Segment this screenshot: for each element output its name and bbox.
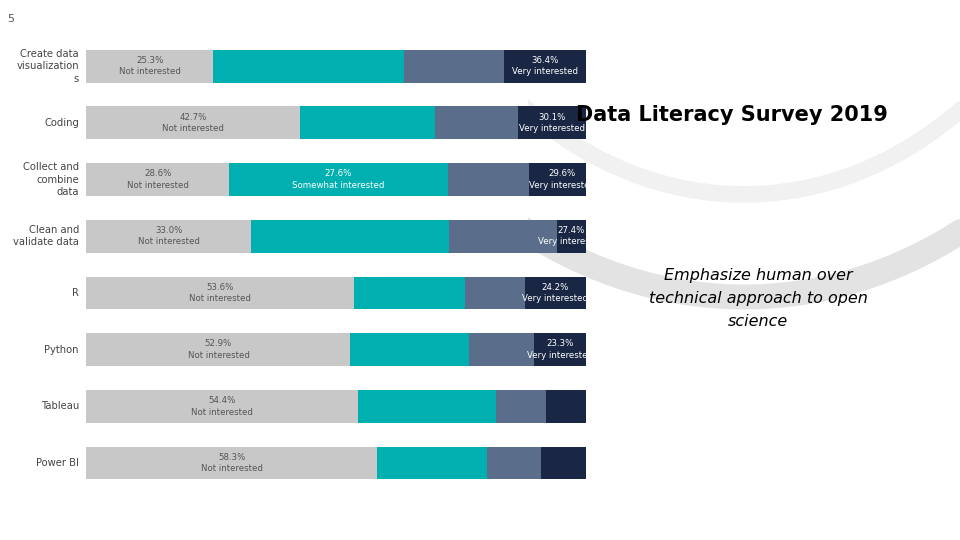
Bar (86, 390, 358, 423)
Text: 24.2%
Very interested: 24.2% Very interested (522, 283, 588, 303)
Bar (529, 163, 595, 196)
Bar (86, 447, 377, 480)
Bar (557, 220, 586, 253)
Bar (495, 390, 545, 423)
Bar (488, 447, 541, 480)
Bar (86, 50, 213, 83)
Bar (469, 333, 534, 366)
Text: 29.6%
Very interested: 29.6% Very interested (529, 170, 595, 190)
Text: California Water Boards: California Water Boards (756, 510, 936, 524)
Text: 58.3%
Not interested: 58.3% Not interested (201, 453, 263, 473)
Text: R: R (72, 288, 79, 298)
Text: 23.3%
Very interested: 23.3% Very interested (527, 340, 593, 360)
Text: Python: Python (44, 345, 79, 355)
Bar (377, 447, 488, 480)
Text: 54.4%
Not interested: 54.4% Not interested (191, 396, 253, 416)
Bar (534, 333, 586, 366)
Bar (350, 333, 469, 366)
Text: 25.3%
Not interested: 25.3% Not interested (119, 56, 180, 76)
Bar (86, 333, 350, 366)
Bar (300, 106, 435, 139)
Bar (449, 220, 557, 253)
Text: Collect and
combine
data: Collect and combine data (23, 162, 79, 197)
Text: Create data
visualization
s: Create data visualization s (16, 49, 79, 84)
Bar (541, 447, 587, 480)
Bar (447, 163, 529, 196)
Text: 5: 5 (7, 14, 13, 24)
Bar (358, 390, 495, 423)
Text: 53.6%
Not interested: 53.6% Not interested (189, 283, 252, 303)
Bar (86, 106, 300, 139)
Bar (213, 50, 404, 83)
Bar (435, 106, 517, 139)
Text: 28.6%
Not interested: 28.6% Not interested (127, 170, 189, 190)
Text: Clean and
validate data: Clean and validate data (13, 225, 79, 247)
Text: 27.6%
Somewhat interested: 27.6% Somewhat interested (292, 170, 385, 190)
Text: 30.1%
Very interested: 30.1% Very interested (518, 113, 585, 133)
Text: Coding: Coding (44, 118, 79, 128)
Text: 33.0%
Not interested: 33.0% Not interested (138, 226, 200, 246)
Text: Data Literacy Survey 2019: Data Literacy Survey 2019 (576, 105, 888, 125)
Text: 27.4%
Very interested: 27.4% Very interested (539, 226, 605, 246)
Bar (504, 50, 586, 83)
Text: 42.7%
Not interested: 42.7% Not interested (162, 113, 224, 133)
Text: Power BI: Power BI (36, 458, 79, 468)
Bar (404, 50, 504, 83)
Bar (86, 220, 252, 253)
Text: 36.4%
Very interested: 36.4% Very interested (512, 56, 578, 76)
Bar (465, 276, 525, 309)
Bar (354, 276, 465, 309)
Bar (517, 106, 586, 139)
Bar (545, 390, 586, 423)
Text: 52.9%
Not interested: 52.9% Not interested (187, 340, 250, 360)
Text: Emphasize human over
technical approach to open
science: Emphasize human over technical approach … (649, 268, 868, 329)
Bar (86, 163, 229, 196)
Text: Tableau: Tableau (40, 401, 79, 411)
Bar (252, 220, 449, 253)
Bar (229, 163, 447, 196)
Bar (86, 276, 354, 309)
Bar (525, 276, 586, 309)
